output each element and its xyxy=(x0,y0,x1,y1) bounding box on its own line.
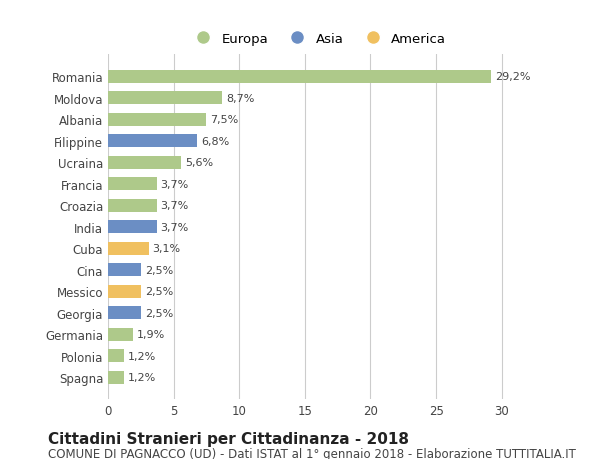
Text: 6,8%: 6,8% xyxy=(201,136,229,146)
Text: Cittadini Stranieri per Cittadinanza - 2018: Cittadini Stranieri per Cittadinanza - 2… xyxy=(48,431,409,447)
Bar xyxy=(108,349,124,362)
Text: 8,7%: 8,7% xyxy=(226,94,254,104)
Bar xyxy=(108,113,206,127)
Bar xyxy=(108,178,157,191)
Bar xyxy=(108,371,124,384)
Text: 1,2%: 1,2% xyxy=(128,372,156,382)
Bar xyxy=(108,71,491,84)
Bar xyxy=(108,307,141,319)
Text: 2,5%: 2,5% xyxy=(145,308,173,318)
Text: 1,9%: 1,9% xyxy=(137,330,165,339)
Text: 3,7%: 3,7% xyxy=(161,179,189,189)
Text: 3,1%: 3,1% xyxy=(152,244,181,254)
Text: 1,2%: 1,2% xyxy=(128,351,156,361)
Legend: Europa, Asia, America: Europa, Asia, America xyxy=(185,27,451,51)
Bar xyxy=(108,263,141,276)
Text: COMUNE DI PAGNACCO (UD) - Dati ISTAT al 1° gennaio 2018 - Elaborazione TUTTITALI: COMUNE DI PAGNACCO (UD) - Dati ISTAT al … xyxy=(48,448,576,459)
Text: 3,7%: 3,7% xyxy=(161,201,189,211)
Text: 2,5%: 2,5% xyxy=(145,286,173,297)
Bar xyxy=(108,199,157,212)
Bar xyxy=(108,285,141,298)
Text: 3,7%: 3,7% xyxy=(161,222,189,232)
Text: 29,2%: 29,2% xyxy=(495,72,530,82)
Bar xyxy=(108,135,197,148)
Bar xyxy=(108,92,222,105)
Bar xyxy=(108,221,157,234)
Text: 5,6%: 5,6% xyxy=(185,158,214,168)
Bar xyxy=(108,157,181,169)
Bar xyxy=(108,242,149,255)
Text: 2,5%: 2,5% xyxy=(145,265,173,275)
Bar xyxy=(108,328,133,341)
Text: 7,5%: 7,5% xyxy=(211,115,239,125)
